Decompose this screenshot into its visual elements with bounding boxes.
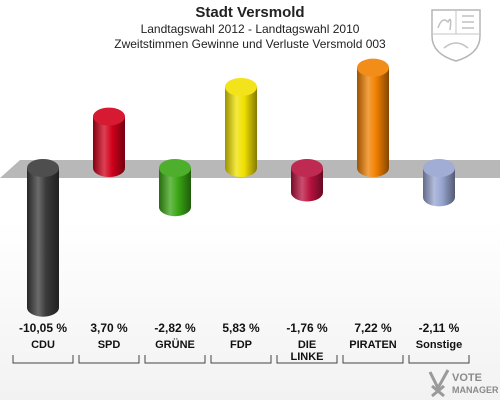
category-bracket-3	[210, 355, 272, 364]
category-label-4: DIE LINKE	[291, 339, 324, 363]
votemanager-logo: VOTE MANAGER	[428, 369, 498, 398]
category-label-2: GRÜNE	[155, 338, 195, 351]
value-label-1: 3,70 %	[90, 321, 128, 335]
category-label-3: FDP	[230, 339, 252, 351]
value-label-3: 5,83 %	[222, 321, 260, 335]
category-label-5: PIRATEN	[349, 339, 397, 351]
value-label-0: -10,05 %	[19, 321, 67, 335]
value-label-5: 7,22 %	[354, 321, 392, 335]
category-bracket-0	[12, 355, 74, 364]
bar-4	[291, 159, 323, 202]
chart-title: Stadt Versmold	[195, 4, 305, 21]
category-bracket-2	[144, 355, 206, 364]
category-label-6: Sonstige	[416, 339, 462, 351]
bar-2	[159, 159, 191, 217]
category-label-1: SPD	[98, 339, 121, 351]
category-bracket-6	[408, 355, 470, 364]
logo-line2: MANAGER	[452, 385, 498, 395]
coat-of-arms-icon	[431, 9, 481, 62]
category-bracket-5	[342, 355, 404, 364]
bar-3	[225, 77, 257, 177]
value-label-4: -1,76 %	[286, 321, 328, 335]
category-bracket-4	[276, 355, 338, 364]
chart-subtitle-2: Zweitstimmen Gewinne und Verluste Versmo…	[114, 37, 386, 51]
category-label-0: CDU	[31, 339, 55, 351]
bar-0	[27, 159, 59, 317]
bar-1	[93, 107, 125, 177]
bar-5	[357, 58, 389, 177]
value-label-2: -2,82 %	[154, 321, 196, 335]
logo-line1: VOTE	[452, 372, 482, 384]
value-label-6: -2,11 %	[419, 321, 460, 335]
chart-subtitle-1: Landtagswahl 2012 - Landtagswahl 2010	[140, 22, 360, 36]
bar-6	[423, 159, 455, 207]
category-bracket-1	[78, 355, 140, 364]
